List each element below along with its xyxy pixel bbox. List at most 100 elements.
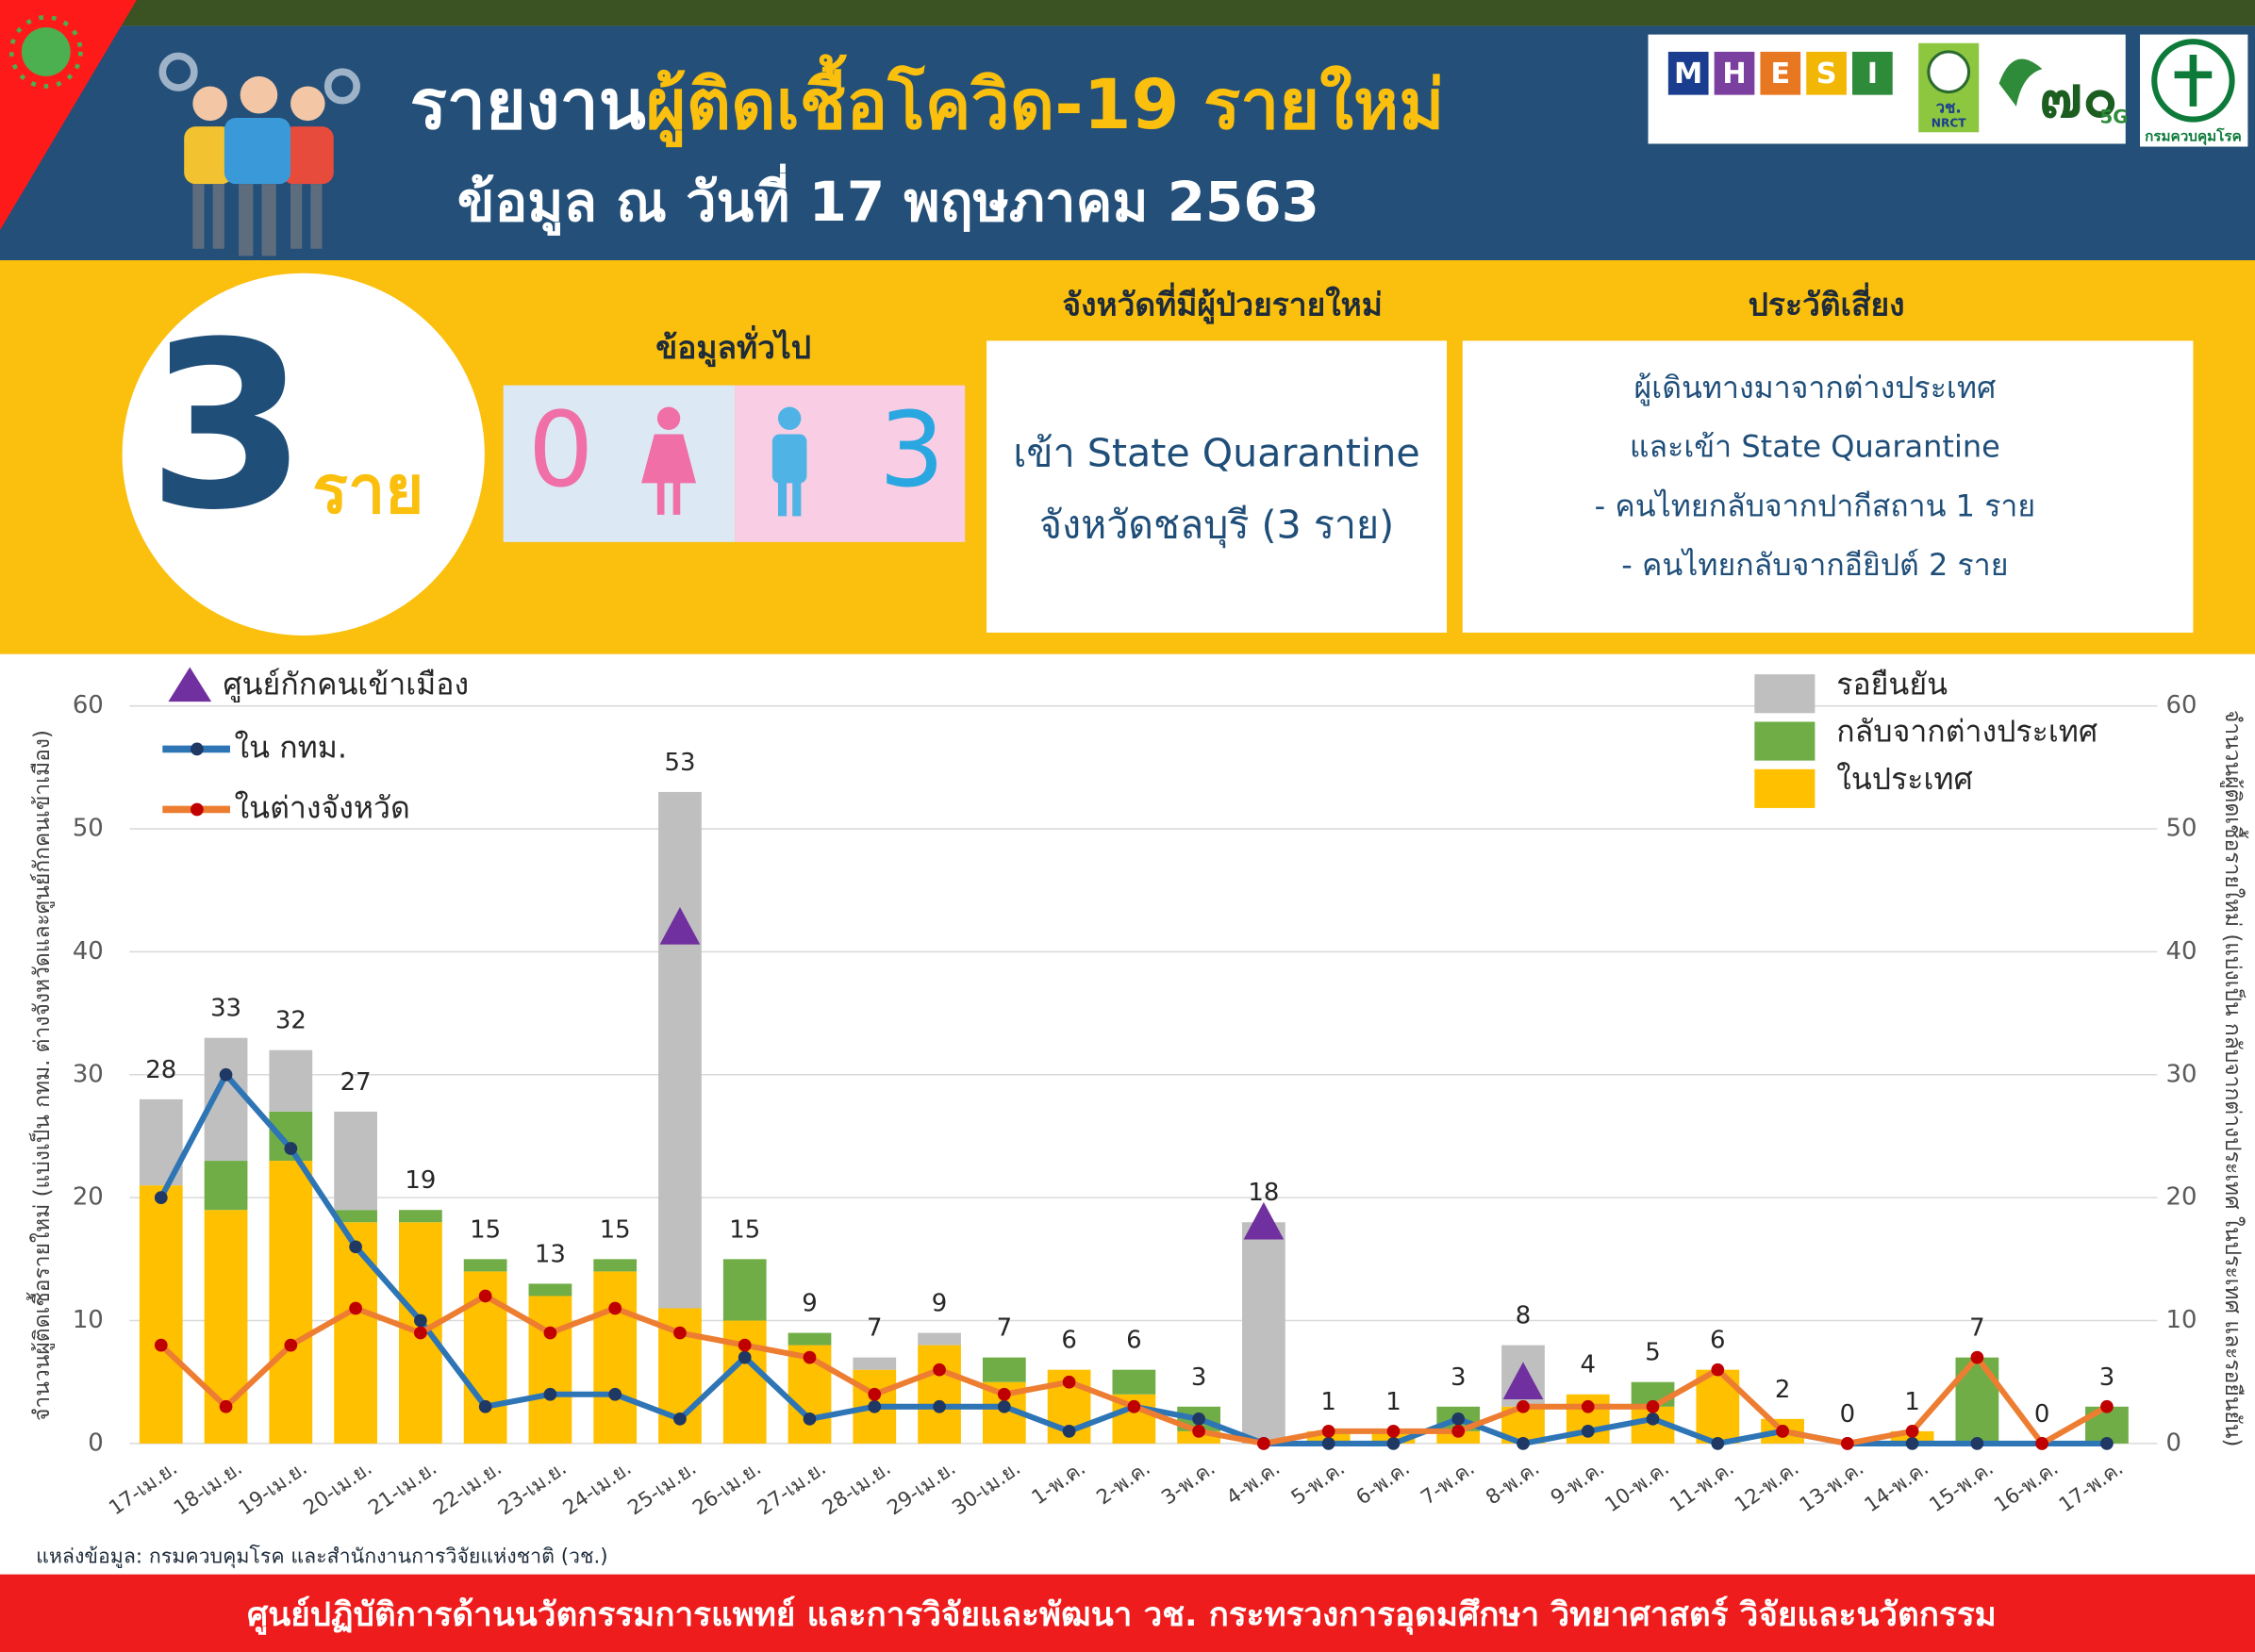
- line-point: [803, 1350, 817, 1364]
- bar-segment: [139, 1185, 183, 1444]
- legend-symbol: [1754, 674, 1816, 714]
- title-part: ผู้ติดเชื้อโควิด-19 รายใหม่: [646, 54, 1445, 148]
- people-icon: [158, 52, 360, 256]
- line-point: [1905, 1437, 1919, 1450]
- logo-text: วช.: [1936, 97, 1962, 116]
- y-tick-label: 40: [73, 937, 104, 966]
- total-label: 6: [1710, 1327, 1725, 1355]
- female-box: [503, 385, 736, 542]
- y-tick-label: 0: [88, 1429, 103, 1457]
- line-point: [608, 1387, 622, 1401]
- footer-text: ศูนย์ปฏิบัติการด้านนวัตกรรมการแพทย์ และก…: [247, 1595, 1997, 1635]
- logo-text: กรมควบคุมโรค: [2145, 126, 2242, 145]
- bar-segment: [334, 1210, 377, 1223]
- y2-axis-title: จำนวนผู้ติดเชื้อรายใหม่ (แบ่งเป็น กลับจา…: [2220, 710, 2248, 1447]
- bar-segment: [334, 1111, 377, 1211]
- total-label: 4: [1581, 1351, 1596, 1379]
- line-point: [1517, 1437, 1530, 1450]
- risk-line: - คนไทยกลับจากปากีสถาน 1 ราย: [1595, 487, 2036, 523]
- line-point: [478, 1399, 492, 1413]
- bar-segment: [528, 1296, 572, 1444]
- bar-segment: [982, 1357, 1026, 1382]
- line-point: [154, 1338, 168, 1352]
- line-point: [868, 1399, 882, 1413]
- total-label: 6: [1061, 1327, 1076, 1355]
- bar-segment: [918, 1345, 961, 1444]
- line-point: [1451, 1412, 1466, 1426]
- bar-segment: [204, 1161, 248, 1211]
- line-point: [1711, 1363, 1725, 1377]
- total-label: 3: [2099, 1363, 2114, 1392]
- bar-segment: [1242, 1222, 1285, 1444]
- legend-label: กลับจากต่างประเทศ: [1836, 714, 2098, 750]
- logo-letter-box: [1667, 51, 1709, 95]
- legend-symbol: [191, 802, 204, 817]
- line-point: [2100, 1437, 2114, 1450]
- legend-label: ศูนย์กักคนเข้าเมือง: [223, 666, 469, 702]
- legend-label: ในต่างจังหวัด: [235, 789, 410, 825]
- total-label: 7: [867, 1314, 882, 1343]
- bar-segment: [528, 1283, 572, 1297]
- total-label: 7: [1969, 1314, 1984, 1343]
- line-point: [1257, 1437, 1270, 1450]
- line-point: [1776, 1425, 1789, 1438]
- virus-spikes: [8, 15, 83, 89]
- line-point: [284, 1338, 298, 1352]
- y2-tick-label: 50: [2165, 815, 2197, 843]
- title-part: รายงาน: [410, 65, 646, 145]
- line-point: [1321, 1425, 1335, 1438]
- logo-letter-box: [1714, 51, 1755, 95]
- line-point: [997, 1399, 1011, 1413]
- total-label: 15: [600, 1215, 631, 1244]
- subtitle: ข้อมูล ณ วันที่ 17 พฤษภาคม 2563: [457, 163, 1319, 236]
- line-point: [154, 1191, 168, 1205]
- bar-segment: [918, 1332, 961, 1346]
- logo-letter-box: [1806, 51, 1847, 95]
- logo-letter-box: [1852, 51, 1893, 95]
- line-point: [543, 1387, 557, 1401]
- line-point: [414, 1326, 427, 1340]
- risk-box: [1462, 340, 2194, 633]
- province-line: เข้า State Quarantine: [1013, 430, 1419, 475]
- legend-label: ใน กทม.: [235, 729, 347, 765]
- line-point: [997, 1387, 1011, 1401]
- logo-text: NRCT: [1932, 117, 1967, 130]
- total-label: 5: [1645, 1339, 1660, 1367]
- province-line: จังหวัดชลบุรี (3 ราย): [1039, 503, 1394, 549]
- line-point: [933, 1399, 946, 1413]
- bar-segment: [722, 1259, 767, 1321]
- total-label: 7: [997, 1314, 1012, 1343]
- total-label: 3: [1191, 1363, 1206, 1392]
- line-point: [2100, 1399, 2114, 1413]
- legend-label: ในประเทศ: [1836, 761, 1973, 797]
- line-point: [414, 1313, 427, 1328]
- count-unit: ราย: [312, 452, 423, 529]
- line-point: [1451, 1425, 1466, 1438]
- total-label: 1: [1320, 1388, 1335, 1416]
- line-point: [1062, 1425, 1076, 1438]
- logo-70: ๗๐: [2039, 63, 2117, 130]
- bar-segment: [593, 1259, 638, 1272]
- line-point: [2035, 1437, 2049, 1450]
- line-point: [1127, 1399, 1141, 1413]
- line-point: [738, 1338, 752, 1352]
- female-count: 0: [528, 389, 594, 510]
- line-point: [1062, 1375, 1076, 1389]
- line-point: [738, 1350, 752, 1364]
- male-icon: [771, 406, 807, 517]
- title: รายงานผู้ติดเชื้อโควิด-19 รายใหม่: [410, 54, 1445, 148]
- male-count: 3: [879, 389, 945, 510]
- risk-line: และเข้า State Quarantine: [1630, 429, 2000, 465]
- female-icon: [641, 406, 697, 515]
- line-point: [1840, 1437, 1854, 1450]
- total-label: 18: [1248, 1179, 1279, 1207]
- y2-tick-label: 30: [2165, 1060, 2197, 1088]
- risk-line: ผู้เดินทางมาจากต่างประเทศ: [1633, 370, 1996, 406]
- total-label: 8: [1516, 1302, 1531, 1330]
- logo-nrct-seal: [1927, 50, 1971, 94]
- bar-segment: [398, 1210, 442, 1223]
- total-label: 53: [664, 749, 695, 777]
- y-tick-label: 10: [73, 1306, 104, 1334]
